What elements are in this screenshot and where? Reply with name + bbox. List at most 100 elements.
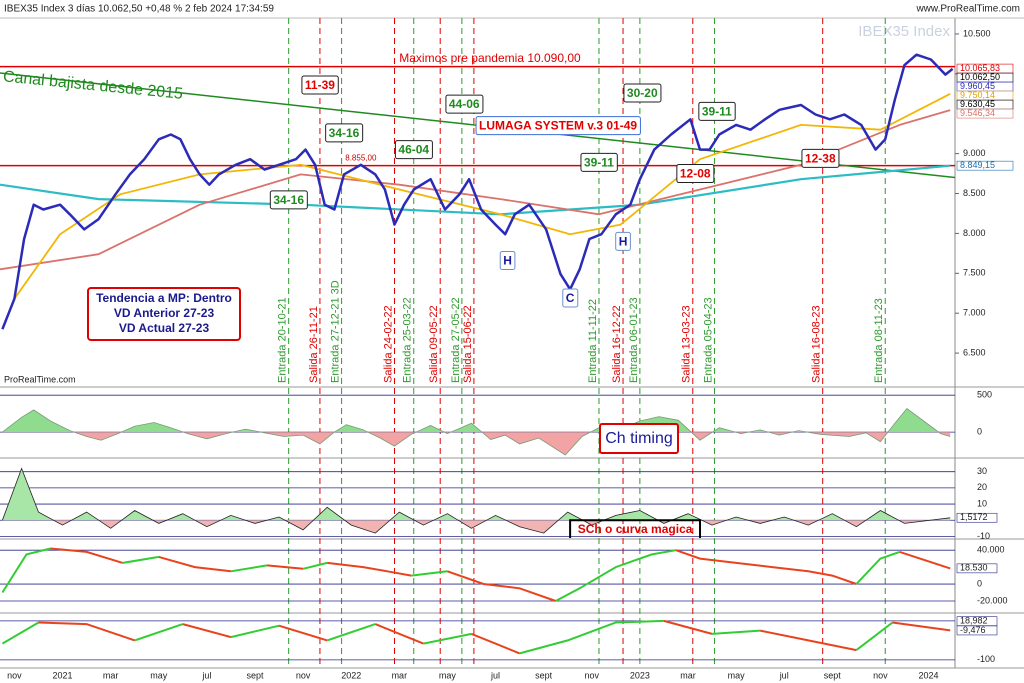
osc-line — [855, 550, 901, 585]
osc-line — [278, 624, 328, 642]
box-label: 39-11 — [702, 104, 732, 118]
signal-label: Entrada 27-12-21 3D — [329, 280, 341, 383]
box-label: C — [566, 291, 575, 305]
osc-line — [38, 621, 136, 642]
end-label: 18.530 — [960, 563, 988, 573]
y-tick-label: 7.500 — [963, 268, 986, 278]
box-label: 11-39 — [305, 78, 335, 92]
x-tick-label: nov — [585, 670, 600, 680]
x-tick-label: nov — [296, 670, 311, 680]
y-tick-label: 8.500 — [963, 188, 986, 198]
osc-line — [555, 549, 677, 602]
y-tick-label: 10.500 — [963, 28, 991, 38]
x-tick-label: mar — [103, 670, 119, 680]
osc-line — [302, 561, 328, 570]
panel-label: Ch timing — [605, 430, 673, 447]
info-text: VD Anterior 27-23 — [114, 306, 215, 320]
h-line-label: Maximos pre pandemia 10.090,00 — [399, 51, 581, 65]
osc-line — [411, 570, 448, 577]
x-tick-label: jul — [201, 670, 211, 680]
osc-line — [899, 550, 951, 570]
signal-label: Entrada 11-11-22 — [587, 299, 599, 383]
osc-line — [122, 555, 159, 564]
x-tick-label: may — [150, 670, 168, 680]
source: ProRealTime.com — [4, 374, 76, 384]
price-label: 10.065,83 — [960, 63, 1000, 73]
osc-line — [760, 629, 857, 652]
box-label: 46-04 — [398, 143, 429, 157]
box-label: H — [503, 254, 512, 268]
label-box — [580, 152, 618, 172]
label-box — [394, 140, 433, 160]
box-label: 34-16 — [329, 126, 360, 140]
label-box — [325, 123, 364, 143]
label-box — [445, 94, 484, 114]
signal-label: Entrada 25-03-22 — [402, 297, 414, 383]
x-tick-label: nov — [7, 670, 22, 680]
end-label: 18,982 — [960, 616, 988, 626]
label-box — [676, 164, 715, 184]
osc-line — [374, 623, 424, 645]
price-label: 10.062,50 — [960, 72, 1000, 82]
plot-layer: nov 2021 mar may jul sept nov 2022 mar may jul sept… — [0, 18, 1014, 680]
box-label: 34-16 — [273, 193, 304, 207]
x-tick-label: sept — [535, 670, 553, 680]
osc-line — [266, 564, 304, 570]
label-box — [623, 83, 662, 103]
signal-label: Entrada 05-04-23 — [702, 297, 714, 383]
area-negative — [2, 520, 951, 534]
box-label: 39-11 — [584, 155, 614, 169]
end-label-bg — [956, 512, 998, 523]
label-box — [615, 231, 631, 251]
signal-label: Salida 16-12-22 — [611, 305, 623, 383]
osc-line — [711, 629, 761, 635]
price-label: 9.960,45 — [960, 81, 995, 91]
x-tick-label: may — [439, 670, 457, 680]
x-tick-label: sept — [246, 670, 264, 680]
box-label: 12-08 — [680, 167, 711, 181]
osc-line — [327, 561, 412, 577]
y-tick-label: -10 — [977, 531, 990, 541]
price-label: 9.750,14 — [960, 90, 995, 100]
price-line — [1, 53, 954, 330]
end-label: -9,476 — [960, 625, 986, 635]
site: www.ProRealTime.com — [915, 4, 1020, 15]
osc-line — [675, 549, 857, 585]
info-box — [87, 287, 241, 341]
note: 8.855,00 — [345, 154, 377, 163]
box-label: H — [619, 234, 628, 248]
signal-label: Entrada 06-01-23 — [628, 297, 640, 383]
y-tick-label: 7.000 — [963, 308, 986, 318]
area-line — [2, 467, 951, 534]
label-box — [301, 75, 339, 95]
box-label: 30-20 — [627, 86, 658, 100]
osc-line — [663, 619, 713, 635]
signal-label: Entrada 20-10-21 — [277, 297, 289, 383]
price-line — [13, 92, 951, 300]
osc-line — [158, 555, 232, 573]
osc-line — [1, 547, 51, 594]
osc-line — [134, 623, 184, 642]
x-tick-label: jul — [779, 670, 789, 680]
x-tick-label: may — [728, 670, 746, 680]
box-label: 12-38 — [805, 151, 836, 165]
osc-line — [519, 619, 664, 655]
panel-label: SCh o curva magica — [578, 522, 693, 536]
area-line — [2, 407, 951, 456]
chart-title: IBEX35 Index 3 días 10.062,50 +0,48 % 2 … — [4, 4, 274, 15]
y-tick-label: 0 — [977, 426, 982, 436]
label-box — [499, 251, 516, 271]
info-text: Tendencia a MP: Dentro — [96, 291, 232, 305]
x-tick-label: mar — [680, 670, 696, 680]
end-label-bg — [956, 563, 998, 574]
osc-line — [50, 547, 123, 564]
osc-line — [182, 623, 232, 639]
y-tick-label: 6.500 — [963, 347, 986, 357]
signal-label: Salida 15-06-22 — [462, 305, 474, 383]
end-label: 1,5172 — [960, 512, 988, 522]
signal-label: Salida 16-08-23 — [811, 305, 823, 383]
x-tick-label: sept — [824, 670, 842, 680]
y-tick-label: 9.000 — [963, 148, 986, 158]
